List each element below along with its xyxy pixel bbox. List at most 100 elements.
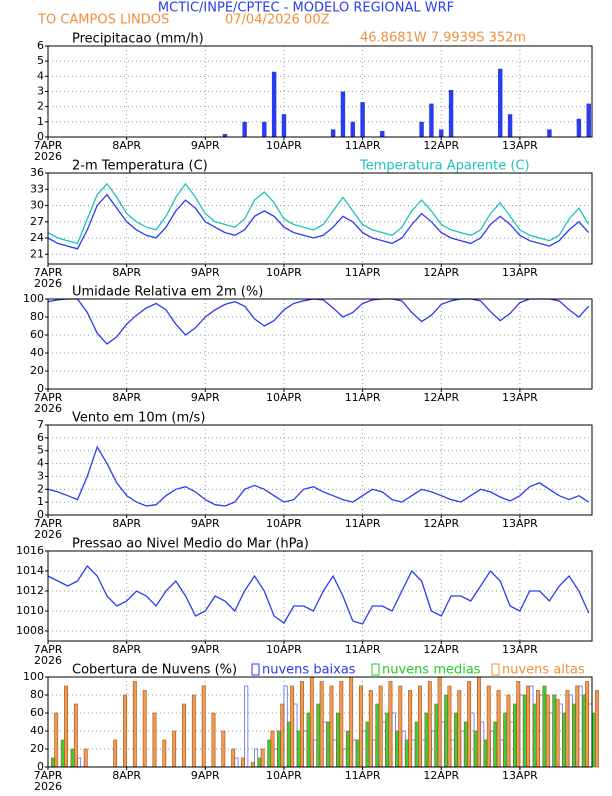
legend-label: nuvens baixas (262, 663, 356, 678)
bar (575, 685, 580, 768)
panel-title: Umidade Relativa em 2m (%) (72, 285, 263, 300)
bar (172, 730, 177, 768)
bar (555, 699, 560, 768)
bar (375, 703, 380, 768)
y-tick-label: 100 (23, 292, 44, 305)
line (47, 298, 590, 345)
y-tick-label: 36 (30, 166, 44, 179)
x-tick-label: 12APR (423, 266, 459, 279)
y-tick-label: 80 (30, 688, 44, 701)
y-tick-label: 3 (37, 469, 44, 482)
y-tick-label: 1008 (16, 624, 44, 637)
year-label: 2026 (34, 402, 62, 415)
bar (113, 739, 118, 768)
x-tick-label: 8APR (112, 769, 141, 782)
bar (191, 694, 196, 768)
x-tick-label: 11APR (345, 391, 381, 404)
y-tick-label: 20 (30, 364, 44, 377)
y-tick-label: 60 (30, 706, 44, 719)
bar (549, 712, 553, 768)
y-tick-label: 20 (30, 742, 44, 755)
bar (594, 690, 599, 768)
bar (572, 703, 576, 768)
x-tick-label: 8APR (112, 517, 141, 530)
x-tick-label: 7APR (34, 769, 63, 782)
bar (470, 712, 475, 768)
x-tick-label: 7APR (34, 391, 63, 404)
y-tick-label: 6 (37, 39, 44, 52)
bar (395, 730, 399, 768)
bar (152, 712, 157, 768)
bar (493, 721, 498, 768)
x-tick-label: 11APR (345, 139, 381, 152)
bar (450, 739, 455, 768)
x-tick-label: 8APR (112, 266, 141, 279)
x-tick-label: 10APR (266, 391, 302, 404)
bar (359, 685, 363, 768)
bar (283, 685, 288, 768)
bar (254, 748, 259, 768)
bar (73, 703, 78, 768)
bar (257, 757, 262, 768)
panel-title: 2-m Temperatura (C) (72, 159, 208, 174)
bar (581, 694, 586, 768)
bar (381, 721, 386, 768)
y-tick-label: 2 (37, 100, 44, 113)
x-tick-label: 9APR (191, 139, 220, 152)
x-tick-label: 7APR (34, 139, 63, 152)
plot-frame (47, 172, 593, 265)
main-title: MCTIC/INPE/CPTEC - MODELO REGIONAL WRF (158, 1, 454, 16)
legend-swatch (251, 663, 260, 676)
bar (234, 757, 239, 768)
bar (50, 757, 55, 768)
y-tick-label: 1012 (16, 584, 44, 597)
bar (526, 685, 531, 768)
x-tick-label: 13APR (502, 266, 538, 279)
bar (316, 703, 321, 768)
bar (507, 114, 513, 137)
bar (418, 685, 422, 768)
y-tick-label: 3 (37, 85, 44, 98)
bar (477, 676, 481, 768)
bar (54, 712, 59, 768)
bar (378, 685, 383, 768)
bar (391, 712, 396, 768)
bar (408, 690, 413, 768)
x-tick-label: 12APR (423, 391, 459, 404)
bar (434, 703, 439, 768)
legend-swatch (371, 663, 380, 676)
bar (336, 712, 340, 768)
bar (201, 685, 206, 768)
bar (162, 739, 167, 768)
bar (244, 685, 249, 768)
y-tick-label: 0 (37, 382, 44, 395)
bar (339, 681, 344, 768)
bar (250, 762, 255, 768)
y-tick-label: 33 (30, 182, 44, 195)
bar (280, 703, 285, 768)
bar (535, 690, 540, 768)
x-tick-label: 10APR (266, 266, 302, 279)
bar (70, 748, 75, 768)
x-tick-label: 12APR (423, 139, 459, 152)
bar (132, 681, 137, 768)
x-tick-label: 10APR (266, 517, 302, 530)
location: TO CAMPOS LINDOS (37, 13, 169, 28)
y-tick-label: 1 (37, 115, 44, 128)
bar (355, 739, 360, 768)
x-tick-label: 13APR (502, 769, 538, 782)
x-tick-label: 9APR (191, 391, 220, 404)
y-tick-label: 2 (37, 482, 44, 495)
plot-frame (47, 550, 593, 642)
plot-frame (47, 45, 593, 138)
y-tick-label: 40 (30, 724, 44, 737)
bar (480, 721, 485, 768)
y-tick-label: 60 (30, 328, 44, 341)
y-tick-label: 0 (37, 130, 44, 143)
y-tick-label: 0 (37, 760, 44, 773)
bar (562, 712, 567, 768)
bar (585, 681, 590, 768)
panel-title: Pressao ao Nivel Medio do Mar (hPa) (72, 537, 309, 552)
bar (372, 739, 377, 768)
